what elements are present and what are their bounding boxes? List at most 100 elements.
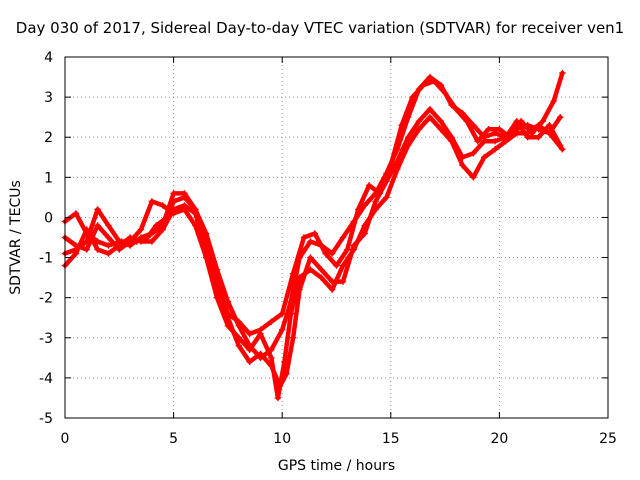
data-point (448, 138, 455, 145)
chart-title: Day 030 of 2017, Sidereal Day-to-day VTE… (16, 19, 624, 37)
data-point (105, 234, 112, 241)
data-point (344, 246, 351, 253)
data-point (491, 146, 499, 153)
data-point (159, 226, 166, 233)
data-point (361, 222, 368, 229)
data-point (307, 254, 314, 261)
data-point (496, 126, 503, 133)
data-point (339, 234, 347, 241)
y-tick-label: -4 (39, 371, 53, 387)
data-point (355, 206, 362, 213)
data-point (328, 250, 336, 257)
data-point (420, 81, 427, 89)
data-point (72, 242, 80, 249)
data-point (513, 130, 520, 137)
data-point (235, 334, 242, 341)
data-point (441, 89, 449, 97)
series-3 (61, 105, 564, 390)
data-point (383, 178, 390, 185)
data-point (318, 266, 325, 273)
data-point (181, 206, 188, 213)
data-point (470, 150, 477, 157)
data-point (361, 202, 368, 209)
data-point (268, 318, 275, 325)
series-group (61, 69, 566, 402)
y-tick-label: 3 (44, 90, 53, 106)
data-point (94, 246, 101, 253)
data-point (463, 117, 471, 125)
data-point (415, 126, 423, 133)
data-point (148, 238, 156, 245)
y-axis-label: SDTVAR / TECUs (8, 180, 24, 295)
data-point (431, 77, 438, 85)
data-point (246, 358, 253, 366)
data-point (279, 310, 286, 317)
plot-frame (64, 56, 609, 419)
data-point (246, 330, 253, 337)
data-point (281, 358, 288, 366)
grid (65, 57, 608, 418)
data-point (339, 262, 347, 269)
data-point (289, 334, 297, 341)
data-point (559, 146, 566, 153)
data-point (322, 250, 329, 257)
y-tick-label: -2 (39, 291, 53, 307)
series-line (62, 106, 563, 389)
data-point (339, 278, 347, 285)
data-point (307, 238, 314, 245)
data-point (202, 254, 210, 261)
data-point (350, 246, 358, 253)
y-tick-label: 4 (44, 50, 53, 66)
x-tick-label: 10 (273, 431, 291, 447)
series-line (62, 114, 565, 401)
data-point (426, 113, 434, 121)
data-point (394, 166, 401, 173)
data-point (307, 266, 314, 273)
data-point (409, 93, 416, 101)
data-point (365, 182, 373, 189)
data-point (94, 222, 101, 229)
data-point (539, 117, 547, 125)
data-point (137, 226, 145, 233)
data-point (192, 222, 199, 229)
data-point (426, 105, 434, 113)
data-point (557, 113, 564, 121)
data-point (485, 126, 492, 133)
data-point (148, 198, 156, 205)
y-tick-label: 2 (44, 130, 53, 146)
data-point (105, 250, 112, 257)
data-point (192, 210, 199, 217)
data-point (404, 142, 412, 149)
data-point (459, 162, 466, 169)
data-point (94, 206, 101, 213)
data-point (246, 346, 253, 354)
data-point (83, 226, 90, 233)
y-tick-label: 0 (44, 210, 53, 226)
data-point (126, 238, 134, 245)
data-point (116, 246, 123, 253)
data-point (372, 198, 379, 205)
series-line (62, 70, 565, 337)
data-point (491, 138, 499, 145)
x-tick-label: 15 (382, 431, 400, 447)
data-point (404, 134, 412, 141)
data-point (415, 117, 423, 125)
data-point (318, 274, 325, 281)
x-tick-label: 5 (169, 431, 178, 447)
data-point (83, 246, 90, 253)
data-point (470, 174, 477, 181)
data-point (170, 190, 177, 197)
data-point (268, 354, 275, 362)
series-2 (61, 69, 566, 337)
data-point (257, 330, 264, 337)
data-point (72, 250, 80, 257)
data-point (502, 138, 510, 145)
data-point (159, 202, 166, 209)
data-point (170, 210, 177, 217)
data-point (452, 105, 460, 113)
data-point (437, 126, 444, 133)
y-tick-label: -3 (39, 331, 53, 347)
y-tick-label: 1 (44, 170, 53, 186)
x-axis-label: GPS time / hours (278, 458, 395, 474)
data-point (546, 121, 553, 129)
